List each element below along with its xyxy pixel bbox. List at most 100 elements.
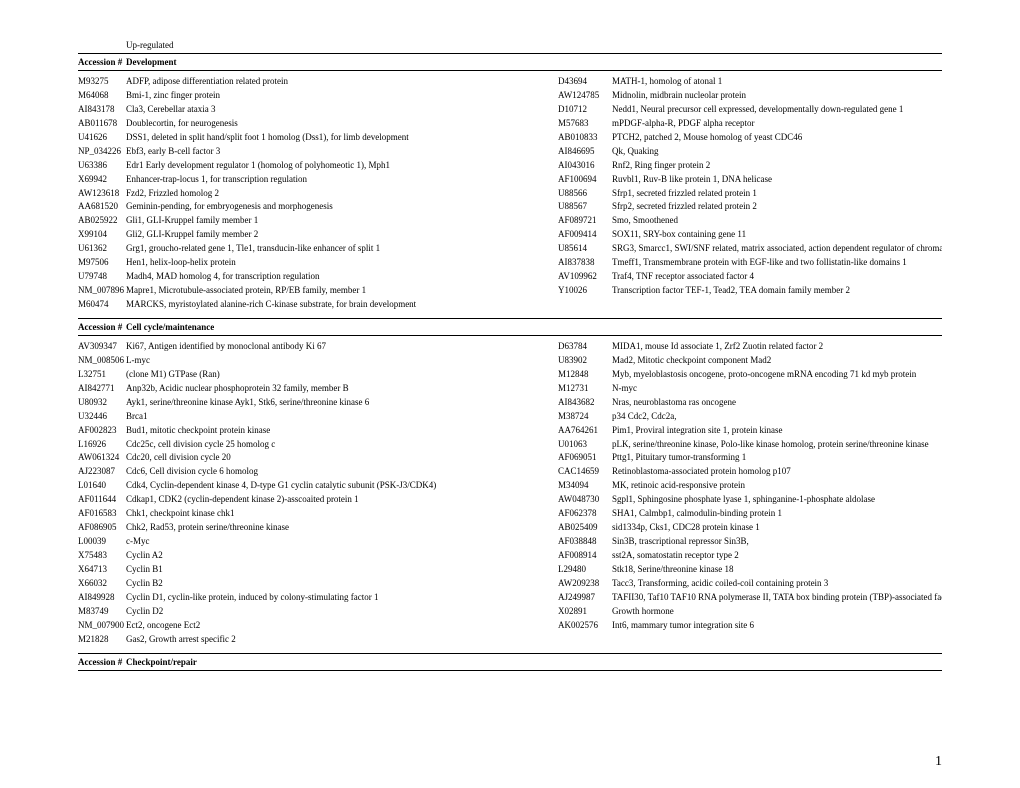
description-cell: Edr1 Early development regulator 1 (homo… bbox=[126, 159, 558, 173]
accession-cell: AI842771 bbox=[78, 382, 126, 396]
accession-cell: Y10026 bbox=[558, 284, 612, 298]
accession-cell: M60474 bbox=[78, 298, 126, 312]
page-number: 1 bbox=[935, 754, 942, 770]
section-header: Accession #Development bbox=[78, 53, 942, 71]
description-cell bbox=[612, 298, 942, 312]
table-row: NM_008506L-mycU83902Mad2, Mitotic checkp… bbox=[78, 354, 942, 368]
table-row: M97506Hen1, helix-loop-helix proteinAI83… bbox=[78, 256, 942, 270]
description-cell: Mapre1, Microtubule-associated protein, … bbox=[126, 284, 558, 298]
description-cell: PTCH2, patched 2, Mouse homolog of yeast… bbox=[612, 131, 942, 145]
accession-cell: NM_008506 bbox=[78, 354, 126, 368]
description-cell: Cyclin D1, cyclin-like protein, induced … bbox=[126, 591, 558, 605]
accession-cell: D10712 bbox=[558, 103, 612, 117]
accession-cell: M12848 bbox=[558, 368, 612, 382]
description-cell: Rnf2, Ring finger protein 2 bbox=[612, 159, 942, 173]
description-cell: Bud1, mitotic checkpoint protein kinase bbox=[126, 424, 558, 438]
accession-cell: U63386 bbox=[78, 159, 126, 173]
description-cell: Sfrp2, secreted frizzled related protein… bbox=[612, 200, 942, 214]
table-row: NM_007900Ect2, oncogene Ect2AK002576Int6… bbox=[78, 619, 942, 633]
accession-cell: AF008914 bbox=[558, 549, 612, 563]
description-cell: ADFP, adipose differentiation related pr… bbox=[126, 75, 558, 89]
accession-cell: L32751 bbox=[78, 368, 126, 382]
description-cell: Cdc20, cell division cycle 20 bbox=[126, 451, 558, 465]
table-row: X64713Cyclin B1L29480Stk18, Serine/threo… bbox=[78, 563, 942, 577]
accession-cell: M93275 bbox=[78, 75, 126, 89]
description-cell: Fzd2, Frizzled homolog 2 bbox=[126, 187, 558, 201]
description-cell bbox=[612, 633, 942, 647]
description-cell: Enhancer-trap-locus 1, for transcription… bbox=[126, 173, 558, 187]
description-cell: Cyclin D2 bbox=[126, 605, 558, 619]
description-cell: Tacc3, Transforming, acidic coiled-coil … bbox=[612, 577, 942, 591]
description-cell: (clone M1) GTPase (Ran) bbox=[126, 368, 558, 382]
table-row: U80932Ayk1, serine/threonine kinase Ayk1… bbox=[78, 396, 942, 410]
accession-cell: U83902 bbox=[558, 354, 612, 368]
accession-cell: AI843682 bbox=[558, 396, 612, 410]
table-row: AW123618Fzd2, Frizzled homolog 2U88566Sf… bbox=[78, 187, 942, 201]
accession-cell: M34094 bbox=[558, 479, 612, 493]
description-cell: Cyclin B1 bbox=[126, 563, 558, 577]
description-cell: Pttg1, Pituitary tumor-transforming 1 bbox=[612, 451, 942, 465]
table-row: AF016583Chk1, checkpoint kinase chk1AF06… bbox=[78, 507, 942, 521]
description-cell: Ruvbl1, Ruv-B like protein 1, DNA helica… bbox=[612, 173, 942, 187]
description-cell: Mad2, Mitotic checkpoint component Mad2 bbox=[612, 354, 942, 368]
accession-cell: NP_034226 bbox=[78, 145, 126, 159]
description-cell: Bmi-1, zinc finger protein bbox=[126, 89, 558, 103]
accession-cell: AF086905 bbox=[78, 521, 126, 535]
accession-cell: M21828 bbox=[78, 633, 126, 647]
description-cell: Gas2, Growth arrest specific 2 bbox=[126, 633, 558, 647]
description-cell: Cdkap1, CDK2 (cyclin-dependent kinase 2)… bbox=[126, 493, 558, 507]
description-cell: Gli2, GLI-Kruppel family member 2 bbox=[126, 228, 558, 242]
up-regulated-label: Up-regulated bbox=[126, 40, 942, 50]
accession-header: Accession # bbox=[78, 322, 126, 332]
description-cell: Nedd1, Neural precursor cell expressed, … bbox=[612, 103, 942, 117]
table-row: X75483Cyclin A2AF008914sst2A, somatostat… bbox=[78, 549, 942, 563]
description-cell: sst2A, somatostatin receptor type 2 bbox=[612, 549, 942, 563]
description-cell: Ki67, Antigen identified by monoclonal a… bbox=[126, 340, 558, 354]
category-header: Cell cycle/maintenance bbox=[126, 322, 942, 332]
accession-header: Accession # bbox=[78, 657, 126, 667]
accession-cell: AB025409 bbox=[558, 521, 612, 535]
description-cell: SOX11, SRY-box containing gene 11 bbox=[612, 228, 942, 242]
table-row: X69942Enhancer-trap-locus 1, for transcr… bbox=[78, 173, 942, 187]
description-cell: MK, retinoic acid-responsive protein bbox=[612, 479, 942, 493]
table-row: L01640Cdk4, Cyclin-dependent kinase 4, D… bbox=[78, 479, 942, 493]
accession-cell: M12731 bbox=[558, 382, 612, 396]
table-row: NP_034226Ebf3, early B-cell factor 3AI84… bbox=[78, 145, 942, 159]
accession-cell: AA681520 bbox=[78, 200, 126, 214]
accession-cell: X66032 bbox=[78, 577, 126, 591]
table-body bbox=[78, 671, 942, 681]
description-cell: Nras, neuroblastoma ras oncogene bbox=[612, 396, 942, 410]
accession-cell: M38724 bbox=[558, 410, 612, 424]
description-cell: Grg1, groucho-related gene 1, Tle1, tran… bbox=[126, 242, 558, 256]
accession-cell: U32446 bbox=[78, 410, 126, 424]
description-cell: MIDA1, mouse Id associate 1, Zrf2 Zuotin… bbox=[612, 340, 942, 354]
table-row: M93275ADFP, adipose differentiation rela… bbox=[78, 75, 942, 89]
table-body: M93275ADFP, adipose differentiation rela… bbox=[78, 71, 942, 318]
table-row: AB011678Doublecortin, for neurogenesisM5… bbox=[78, 117, 942, 131]
accession-cell: AF069051 bbox=[558, 451, 612, 465]
description-cell: Stk18, Serine/threonine kinase 18 bbox=[612, 563, 942, 577]
accession-cell: AJ223087 bbox=[78, 465, 126, 479]
description-cell: Myb, myeloblastosis oncogene, proto-onco… bbox=[612, 368, 942, 382]
description-cell: pLK, serine/threonine kinase, Polo-like … bbox=[612, 438, 942, 452]
description-cell: Brca1 bbox=[126, 410, 558, 424]
table-body: AV309347Ki67, Antigen identified by mono… bbox=[78, 336, 942, 653]
description-cell: p34 Cdc2, Cdc2a, bbox=[612, 410, 942, 424]
accession-cell: AB025922 bbox=[78, 214, 126, 228]
accession-cell: AF089721 bbox=[558, 214, 612, 228]
table-row: AB025922Gli1, GLI-Kruppel family member … bbox=[78, 214, 942, 228]
table-row: U32446Brca1M38724p34 Cdc2, Cdc2a, bbox=[78, 410, 942, 424]
description-cell: Sfrp1, secreted frizzled related protein… bbox=[612, 187, 942, 201]
accession-cell: M57683 bbox=[558, 117, 612, 131]
accession-cell: AB010833 bbox=[558, 131, 612, 145]
description-cell: Traf4, TNF receptor associated factor 4 bbox=[612, 270, 942, 284]
accession-cell: AW061324 bbox=[78, 451, 126, 465]
accession-cell: X75483 bbox=[78, 549, 126, 563]
description-cell: Cdc6, Cell division cycle 6 homolog bbox=[126, 465, 558, 479]
accession-cell: AW209238 bbox=[558, 577, 612, 591]
table-row: M83749Cyclin D2X02891Growth hormone bbox=[78, 605, 942, 619]
accession-cell: NM_007896 bbox=[78, 284, 126, 298]
table-row: U63386Edr1 Early development regulator 1… bbox=[78, 159, 942, 173]
table-row: U61362Grg1, groucho-related gene 1, Tle1… bbox=[78, 242, 942, 256]
table-row: U41626DSS1, deleted in split hand/split … bbox=[78, 131, 942, 145]
